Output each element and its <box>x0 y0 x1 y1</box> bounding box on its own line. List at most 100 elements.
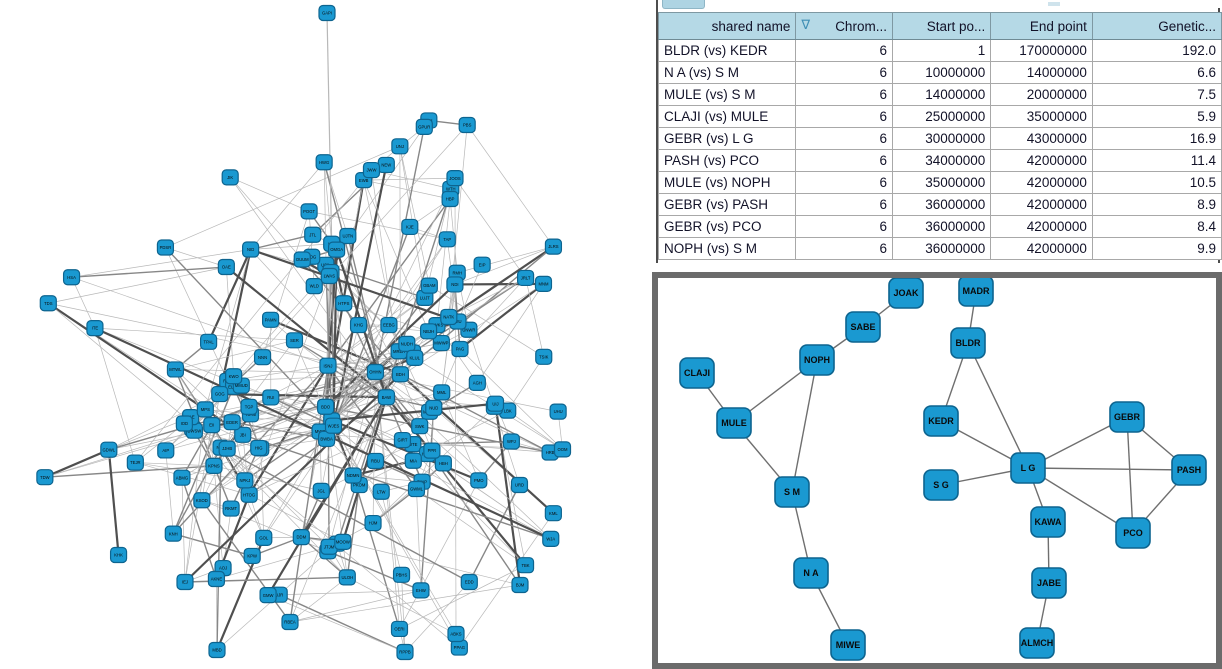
network-edge[interactable] <box>175 339 295 370</box>
network-node[interactable]: EIP <box>473 256 491 273</box>
network-node-kedr[interactable]: KEDR <box>923 405 959 437</box>
network-edge[interactable] <box>250 234 313 251</box>
table-cell[interactable]: NOPH (vs) S M <box>657 237 797 260</box>
network-edge[interactable] <box>331 392 442 421</box>
network-edge[interactable] <box>135 169 372 463</box>
network-node[interactable]: ULOH <box>338 569 356 586</box>
network-node[interactable]: WLD <box>305 278 323 295</box>
network-edge[interactable] <box>324 283 456 408</box>
network-node[interactable]: BAW <box>377 389 396 406</box>
network-node-claji[interactable]: CLAJI <box>679 357 715 389</box>
network-node-jabe[interactable]: JABE <box>1031 567 1067 599</box>
network-edge[interactable] <box>399 373 555 514</box>
network-node[interactable]: HSA <box>62 269 81 286</box>
network-node[interactable]: HJM <box>364 514 382 532</box>
network-node[interactable]: IOD <box>175 415 193 432</box>
network-node-l-g[interactable]: L G <box>1010 452 1046 484</box>
network-edge[interactable] <box>165 247 227 268</box>
network-node[interactable]: UIJ <box>486 395 505 412</box>
network-edge[interactable] <box>190 373 401 418</box>
column-header-chrom---[interactable]: ∇ Chrom... <box>795 12 893 40</box>
network-node[interactable]: TEJR <box>126 454 144 471</box>
table-cell[interactable]: 36000000 <box>891 237 992 260</box>
network-node[interactable]: OAE <box>217 258 235 276</box>
network-node[interactable]: PMO <box>470 472 488 489</box>
network-edge[interactable] <box>347 577 457 635</box>
network-node[interactable]: KHG <box>349 316 368 334</box>
network-node[interactable]: MML <box>433 384 451 401</box>
network-edge[interactable] <box>230 177 310 212</box>
network-node-gebr[interactable]: GEBR <box>1109 401 1145 433</box>
network-edge[interactable] <box>414 357 495 408</box>
table-cell[interactable]: 16.9 <box>1091 127 1222 150</box>
table-cell[interactable]: 6 <box>795 127 893 150</box>
network-node[interactable]: OHHN <box>366 363 385 381</box>
network-edge[interactable] <box>375 371 552 540</box>
table-cell[interactable]: 42000000 <box>990 193 1093 216</box>
network-node[interactable]: NEW <box>377 156 395 174</box>
network-node[interactable]: OERI <box>390 620 409 638</box>
table-cell[interactable]: 6 <box>795 83 893 106</box>
table-cell[interactable]: 9.9 <box>1091 237 1222 260</box>
network-edge[interactable] <box>47 302 244 436</box>
network-node[interactable]: OUUM <box>293 251 311 268</box>
network-node[interactable]: NNN <box>253 349 272 366</box>
network-edge[interactable] <box>420 407 435 591</box>
network-edge[interactable] <box>44 430 195 478</box>
network-node[interactable]: SER <box>285 332 304 349</box>
table-cell[interactable]: 1 <box>891 39 992 62</box>
network-edge[interactable] <box>399 146 430 286</box>
network-edge[interactable] <box>372 406 495 524</box>
network-edge[interactable] <box>226 448 330 547</box>
network-edge[interactable] <box>399 564 526 630</box>
network-node[interactable]: MWWP <box>432 334 450 352</box>
network-edge[interactable] <box>327 550 422 592</box>
network-node[interactable]: JGL <box>312 482 330 499</box>
dense-network-canvas[interactable]: MWWPOAEEIINEOPMOPEAHOBRSHNIUAOJUJTNPDSRR… <box>0 0 652 669</box>
network-edge[interactable] <box>165 450 174 534</box>
network-node[interactable]: NDMN <box>344 467 362 484</box>
table-cell[interactable]: GEBR (vs) PASH <box>657 193 797 216</box>
network-node[interactable]: JBI <box>234 426 252 443</box>
network-node[interactable]: WJES <box>324 417 343 434</box>
network-edge[interactable] <box>507 356 545 411</box>
network-node[interactable]: AIP <box>157 442 175 459</box>
network-node[interactable]: GOG <box>211 385 229 403</box>
network-edge[interactable] <box>429 285 544 358</box>
network-edge[interactable] <box>1126 416 1134 534</box>
network-node[interactable]: ITE <box>86 320 104 337</box>
network-node[interactable]: RUI <box>262 389 280 406</box>
network-edge[interactable] <box>448 277 526 318</box>
network-node[interactable]: MTWL <box>166 361 185 378</box>
network-edge[interactable] <box>333 324 359 426</box>
network-edge[interactable] <box>289 584 521 623</box>
network-node[interactable]: KLUL <box>406 349 424 367</box>
network-node[interactable]: ISNJ <box>319 357 337 374</box>
table-cell[interactable]: BLDR (vs) KEDR <box>657 39 797 62</box>
table-cell[interactable]: 10000000 <box>891 61 992 84</box>
network-node[interactable]: JOOS <box>446 170 464 187</box>
network-edge[interactable] <box>250 162 325 250</box>
network-edge[interactable] <box>323 162 388 398</box>
network-edge[interactable] <box>1027 467 1134 534</box>
column-header-genetic---[interactable]: Genetic... <box>1091 12 1222 40</box>
table-cell[interactable]: 6 <box>795 149 893 172</box>
network-node[interactable]: JTL <box>304 226 322 243</box>
network-node[interactable]: UJTN <box>339 227 357 245</box>
table-cell[interactable]: 5.9 <box>1091 105 1222 128</box>
network-edge[interactable] <box>352 475 401 630</box>
network-edge[interactable] <box>175 369 401 375</box>
network-edge[interactable] <box>267 594 406 653</box>
network-edge[interactable] <box>48 302 460 648</box>
network-edge[interactable] <box>525 277 545 357</box>
table-cell[interactable]: 36000000 <box>891 193 992 216</box>
network-edge[interactable] <box>71 266 227 278</box>
network-edge[interactable] <box>44 465 215 478</box>
network-node[interactable]: RBEA <box>281 613 299 631</box>
network-edge[interactable] <box>380 491 402 575</box>
network-edge[interactable] <box>399 246 554 375</box>
network-edge[interactable] <box>71 249 251 278</box>
network-node[interactable]: KJE <box>401 218 419 236</box>
network-node[interactable]: EEBG <box>380 316 398 334</box>
network-node[interactable]: NDI <box>446 276 464 293</box>
